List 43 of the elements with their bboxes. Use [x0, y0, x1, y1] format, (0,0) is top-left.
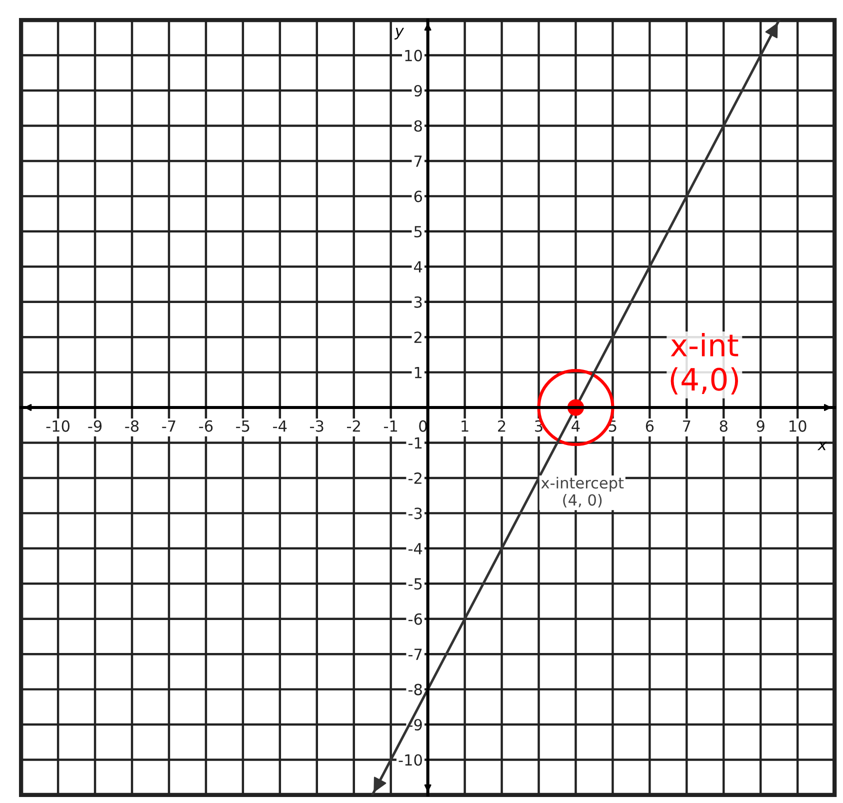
y-tick-label: -2 [408, 472, 422, 484]
x-tick-label: 10 [790, 420, 806, 432]
y-tick-label: 2 [414, 332, 422, 343]
x-axis-title: x [817, 442, 828, 450]
y-tick-label: 1 [414, 366, 422, 378]
y-tick-label: 10 [405, 50, 422, 62]
x-tick-label: -7 [162, 420, 176, 432]
x-tick-label: 7 [683, 420, 690, 432]
x-tick-label: -2 [347, 420, 360, 432]
y-tick-label: -1 [408, 437, 422, 449]
y-tick-label: -5 [408, 578, 422, 590]
x-tick-label: 6 [646, 420, 654, 432]
annotation: x-int (4,0) [670, 333, 738, 394]
x-tick-label: -9 [88, 420, 102, 432]
x-tick-label: -6 [199, 420, 213, 432]
x-tick-label: -3 [310, 420, 324, 432]
y-tick-label: 8 [414, 120, 422, 132]
y-tick-label: -10 [398, 754, 422, 766]
y-tick-label: -8 [408, 684, 422, 696]
y-tick-label: -4 [408, 543, 422, 554]
x-tick-label: 2 [498, 420, 506, 432]
x-tick-label: 1 [462, 420, 468, 432]
y-tick-label: 4 [414, 261, 422, 272]
x-tick-label: -4 [273, 420, 287, 432]
x-tick-label: 4 [572, 420, 580, 432]
x-tick-label: -1 [384, 420, 398, 432]
y-tick-label: 7 [414, 156, 422, 167]
y-tick-label: 6 [414, 190, 422, 202]
y-tick-label: 5 [414, 226, 422, 238]
x-tick-label: -8 [125, 420, 139, 432]
y-tick-label: -3 [408, 508, 422, 520]
y-tick-label: -9 [408, 718, 422, 731]
x-tick-label: -10 [46, 420, 70, 432]
y-tick-label: 3 [414, 296, 422, 308]
y-tick-label: 9 [414, 84, 422, 97]
x-tick-label: 8 [720, 420, 728, 432]
annotation: x-intercept (4, 0) [541, 476, 624, 508]
x-tick-label: 0 [419, 420, 427, 432]
x-tick-label: -5 [236, 420, 250, 432]
y-tick-label: -7 [408, 648, 422, 660]
y-tick-label: -6 [408, 613, 422, 625]
x-tick-label: 9 [756, 420, 764, 432]
y-axis-title: y [394, 28, 404, 40]
